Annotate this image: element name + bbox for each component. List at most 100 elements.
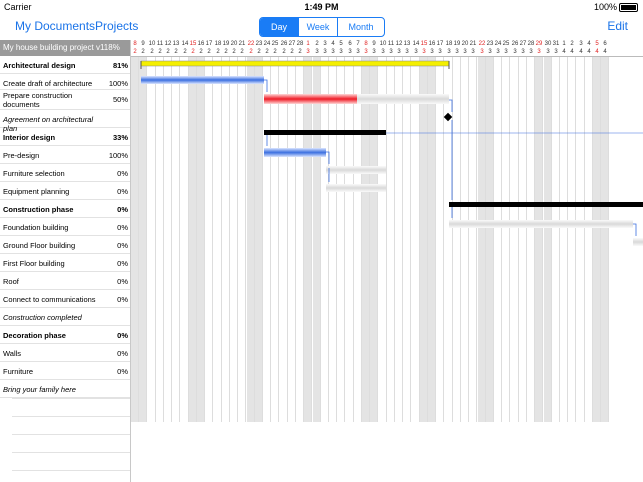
milestone-agreement[interactable] <box>443 112 453 122</box>
month-label: 3 <box>364 49 368 55</box>
dependency-arrow[interactable] <box>633 223 637 236</box>
task-bar-prepare-docs-remaining[interactable] <box>357 94 449 104</box>
segment-month[interactable]: Month <box>337 18 384 36</box>
task-row[interactable]: Walls 0% <box>0 344 130 362</box>
task-row[interactable]: Prepare construction documents 50% <box>0 90 130 110</box>
task-row[interactable]: Furniture selection 0% <box>0 164 130 182</box>
task-row[interactable]: Decoration phase 0% <box>0 326 130 344</box>
task-row[interactable]: Bring your family here <box>0 380 130 398</box>
task-row[interactable]: Architectural design 81% <box>0 56 130 74</box>
day-column <box>445 56 453 422</box>
day-label: 17 <box>205 41 213 47</box>
task-name: Walls <box>3 349 22 358</box>
task-percent: 0% <box>117 295 128 304</box>
month-label: 2 <box>282 49 286 55</box>
gantt-chart[interactable]: 8 2 9 2 10 2 11 2 12 2 13 2 14 2 15 2 16 2 17 2 18 2 19 2 20 2 21 2… <box>131 40 643 482</box>
day-label: 25 <box>271 41 279 47</box>
day-label: 15 <box>420 41 428 47</box>
my-documents-link[interactable]: My Documents <box>15 19 96 33</box>
task-row[interactable]: Construction completed <box>0 308 130 326</box>
month-label: 3 <box>537 49 541 55</box>
project-header[interactable]: My house building project v118% <box>0 40 130 56</box>
task-percent: 0% <box>117 259 128 268</box>
task-row[interactable]: Furniture 0% <box>0 362 130 380</box>
month-label: 3 <box>430 49 434 55</box>
day-column <box>214 56 222 422</box>
dependency-arrow[interactable] <box>264 79 268 92</box>
day-label: 18 <box>214 41 222 47</box>
edit-button[interactable]: Edit <box>607 19 628 33</box>
day-column <box>568 56 576 422</box>
day-label: 11 <box>387 41 395 47</box>
month-label: 3 <box>397 49 401 55</box>
month-label: 3 <box>348 49 352 55</box>
month-label: 3 <box>381 49 385 55</box>
day-label: 13 <box>172 41 180 47</box>
task-name: Prepare construction documents <box>3 91 73 109</box>
month-label: 2 <box>224 49 228 55</box>
task-row[interactable]: Connect to communications 0% <box>0 290 130 308</box>
task-bar-equipment-planning[interactable] <box>326 184 386 192</box>
task-row[interactable]: Agreement on architectural plan <box>0 110 130 133</box>
task-bar-prepare-docs-progress[interactable] <box>264 94 357 104</box>
task-name: Architectural design <box>3 61 76 70</box>
task-name: Construction phase <box>3 205 74 214</box>
day-label: 6 <box>603 41 607 47</box>
projects-link[interactable]: Projects <box>95 19 139 33</box>
month-label: 2 <box>150 49 154 55</box>
task-row[interactable]: Create draft of architecture 100% <box>0 74 130 90</box>
battery-icon <box>619 3 638 12</box>
task-row[interactable]: Pre-design 100% <box>0 146 130 164</box>
day-label: 31 <box>552 41 560 47</box>
month-label: 4 <box>595 49 599 55</box>
task-row[interactable]: First Floor building 0% <box>0 254 130 272</box>
day-label: 29 <box>535 41 543 47</box>
timeline-divider <box>131 56 643 57</box>
dependency-arrow[interactable] <box>449 99 453 112</box>
day-column <box>379 56 387 422</box>
month-label: 2 <box>158 49 162 55</box>
task-bar-ground-floor[interactable] <box>633 238 643 246</box>
empty-row-divider <box>12 434 130 435</box>
day-label: 7 <box>356 41 360 47</box>
day-column <box>478 56 486 422</box>
task-row[interactable]: Equipment planning 0% <box>0 182 130 200</box>
month-label: 2 <box>174 49 178 55</box>
task-bar-furniture-selection[interactable] <box>326 166 386 174</box>
day-label: 19 <box>222 41 230 47</box>
month-label: 2 <box>265 49 269 55</box>
month-label: 3 <box>488 49 492 55</box>
day-column <box>263 56 271 422</box>
summary-bar-architectural-design[interactable] <box>140 60 450 67</box>
task-row[interactable]: Foundation building 0% <box>0 218 130 236</box>
carrier-label: Carrier <box>4 2 32 12</box>
segment-day[interactable]: Day <box>260 18 298 36</box>
day-column <box>288 56 296 422</box>
day-column <box>346 56 354 422</box>
task-bar-foundation[interactable] <box>449 220 633 228</box>
day-column <box>370 56 378 422</box>
task-percent: 0% <box>117 205 128 214</box>
month-label: 2 <box>273 49 277 55</box>
day-column <box>428 56 436 422</box>
month-label: 3 <box>447 49 451 55</box>
summary-bar-construction-phase[interactable] <box>449 202 643 207</box>
day-label: 26 <box>280 41 288 47</box>
month-label: 3 <box>504 49 508 55</box>
task-bar-create-draft[interactable] <box>141 76 264 84</box>
empty-row-divider <box>12 398 130 399</box>
day-column <box>131 56 139 422</box>
day-label: 17 <box>436 41 444 47</box>
task-row[interactable]: Ground Floor building 0% <box>0 236 130 254</box>
task-row[interactable]: Roof 0% <box>0 272 130 290</box>
day-column <box>511 56 519 422</box>
task-row[interactable]: Interior design 33% <box>0 128 130 146</box>
segment-week[interactable]: Week <box>298 18 337 36</box>
day-label: 30 <box>544 41 552 47</box>
dependency-arrow[interactable] <box>326 151 330 164</box>
day-label: 24 <box>263 41 271 47</box>
task-bar-pre-design[interactable] <box>264 148 326 157</box>
task-row[interactable]: Construction phase 0% <box>0 200 130 218</box>
day-label: 2 <box>315 41 319 47</box>
summary-bar-interior-design[interactable] <box>264 130 386 135</box>
